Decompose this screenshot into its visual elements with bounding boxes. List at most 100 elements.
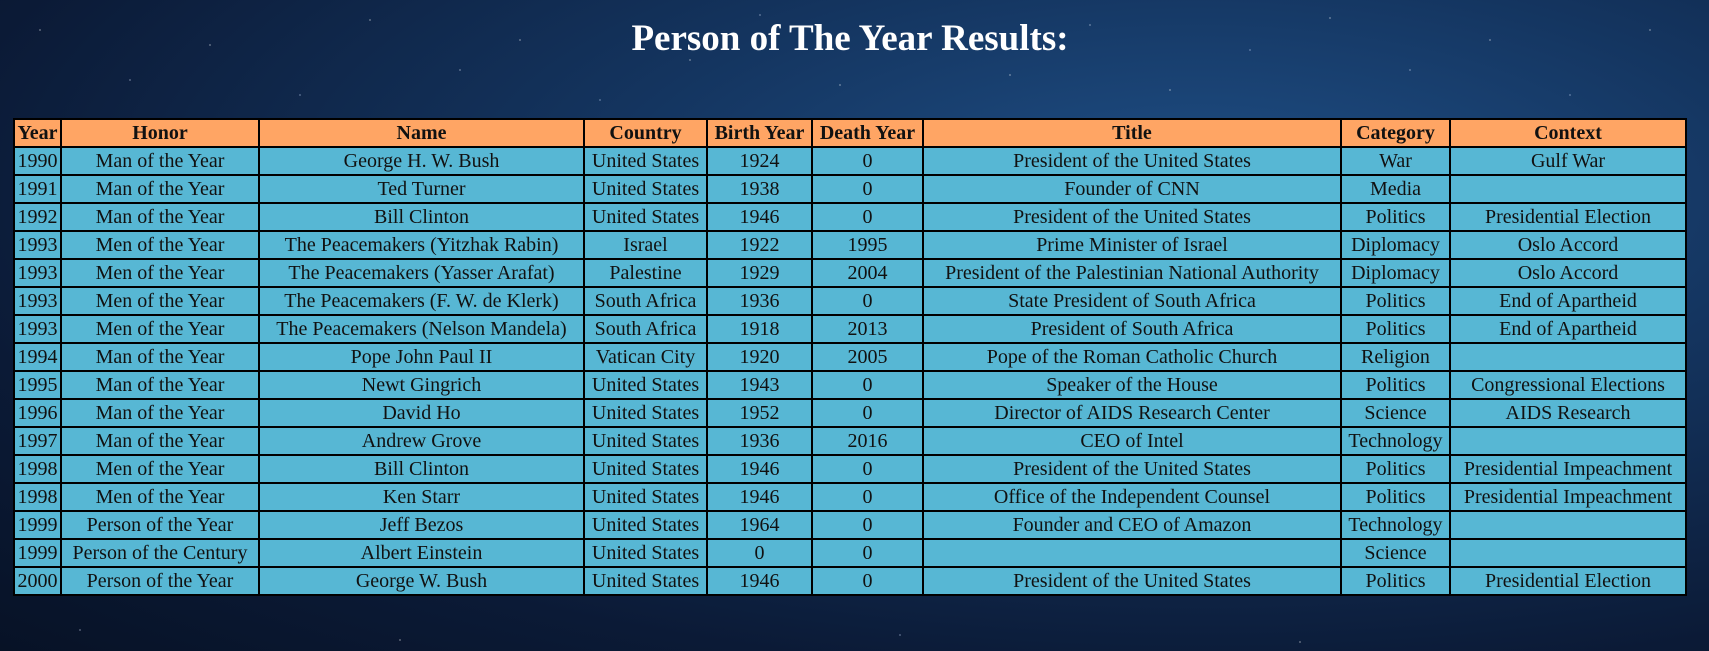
cell-year: 1991 <box>13 174 62 204</box>
cell-country: United States <box>583 454 708 484</box>
cell-year: 1992 <box>13 202 62 232</box>
cell-category: Politics <box>1340 314 1451 344</box>
cell-year: 1990 <box>13 146 62 176</box>
cell-name: The Peacemakers (Yasser Arafat) <box>258 258 585 288</box>
cell-honor: Person of the Century <box>60 538 260 568</box>
cell-title: Founder and CEO of Amazon <box>922 510 1342 540</box>
cell-birth-year: 1946 <box>706 454 813 484</box>
table-row: 1999 Person of the Century Albert Einstein… <box>13 538 1687 568</box>
cell-country: Vatican City <box>583 342 708 372</box>
column-header-country: Country <box>583 118 708 148</box>
cell-honor: Men of the Year <box>60 230 260 260</box>
cell-birth-year: 1938 <box>706 174 813 204</box>
cell-category: Politics <box>1340 566 1451 596</box>
cell-category: Politics <box>1340 202 1451 232</box>
cell-year: 1993 <box>13 286 62 316</box>
cell-honor: Person of the Year <box>60 566 260 596</box>
cell-country: United States <box>583 426 708 456</box>
column-header-category: Category <box>1340 118 1451 148</box>
cell-name: The Peacemakers (Yitzhak Rabin) <box>258 230 585 260</box>
cell-title <box>922 538 1342 568</box>
cell-death-year: 0 <box>811 370 924 400</box>
cell-death-year: 0 <box>811 482 924 512</box>
cell-year: 1999 <box>13 538 62 568</box>
cell-honor: Men of the Year <box>60 286 260 316</box>
cell-honor: Men of the Year <box>60 258 260 288</box>
cell-title: President of the United States <box>922 566 1342 596</box>
cell-name: Bill Clinton <box>258 202 585 232</box>
cell-birth-year: 0 <box>706 538 813 568</box>
cell-birth-year: 1924 <box>706 146 813 176</box>
cell-country: South Africa <box>583 314 708 344</box>
cell-context: Congressional Elections <box>1449 370 1687 400</box>
table-row: 1994 Man of the Year Pope John Paul II Vati… <box>13 342 1687 372</box>
cell-year: 1998 <box>13 482 62 512</box>
cell-death-year: 2016 <box>811 426 924 456</box>
cell-title: State President of South Africa <box>922 286 1342 316</box>
table-row: 2000 Person of the Year George W. Bush Unit… <box>13 566 1687 596</box>
cell-honor: Men of the Year <box>60 454 260 484</box>
cell-year: 1997 <box>13 426 62 456</box>
cell-country: South Africa <box>583 286 708 316</box>
cell-title: President of the Palestinian National Au… <box>922 258 1342 288</box>
cell-death-year: 0 <box>811 398 924 428</box>
cell-birth-year: 1918 <box>706 314 813 344</box>
page-title: Person of The Year Results: <box>631 18 1069 59</box>
cell-title: Office of the Independent Counsel <box>922 482 1342 512</box>
cell-year: 1995 <box>13 370 62 400</box>
cell-context: Gulf War <box>1449 146 1687 176</box>
cell-year: 1993 <box>13 230 62 260</box>
cell-name: Albert Einstein <box>258 538 585 568</box>
cell-context: Presidential Election <box>1449 566 1687 596</box>
table-body: 1990 Man of the Year George H. W. Bush Unit… <box>13 146 1687 596</box>
cell-year: 1998 <box>13 454 62 484</box>
cell-year: 1993 <box>13 314 62 344</box>
table-row: 1993 Men of the Year The Peacemakers (Yass… <box>13 258 1687 288</box>
cell-year: 1996 <box>13 398 62 428</box>
cell-death-year: 0 <box>811 454 924 484</box>
cell-death-year: 0 <box>811 146 924 176</box>
cell-honor: Person of the Year <box>60 510 260 540</box>
cell-title: Director of AIDS Research Center <box>922 398 1342 428</box>
cell-title: Pope of the Roman Catholic Church <box>922 342 1342 372</box>
cell-category: Media <box>1340 174 1451 204</box>
cell-title: President of South Africa <box>922 314 1342 344</box>
cell-country: United States <box>583 146 708 176</box>
cell-name: Andrew Grove <box>258 426 585 456</box>
cell-birth-year: 1952 <box>706 398 813 428</box>
cell-death-year: 0 <box>811 510 924 540</box>
cell-context: Presidential Impeachment <box>1449 482 1687 512</box>
cell-category: Politics <box>1340 286 1451 316</box>
cell-name: George H. W. Bush <box>258 146 585 176</box>
cell-category: War <box>1340 146 1451 176</box>
cell-category: Politics <box>1340 482 1451 512</box>
cell-category: Technology <box>1340 510 1451 540</box>
cell-honor: Man of the Year <box>60 370 260 400</box>
results-table: Year Honor Name Country Birth Year Death Year… <box>13 118 1687 596</box>
cell-honor: Man of the Year <box>60 398 260 428</box>
cell-category: Science <box>1340 538 1451 568</box>
cell-birth-year: 1946 <box>706 482 813 512</box>
cell-title: President of the United States <box>922 454 1342 484</box>
cell-name: The Peacemakers (Nelson Mandela) <box>258 314 585 344</box>
cell-country: United States <box>583 174 708 204</box>
cell-year: 2000 <box>13 566 62 596</box>
cell-country: United States <box>583 398 708 428</box>
cell-context: Oslo Accord <box>1449 258 1687 288</box>
cell-birth-year: 1946 <box>706 566 813 596</box>
cell-honor: Man of the Year <box>60 342 260 372</box>
cell-death-year: 0 <box>811 202 924 232</box>
cell-context: End of Apartheid <box>1449 286 1687 316</box>
table-header: Year Honor Name Country Birth Year Death Year… <box>13 118 1687 148</box>
cell-name: Newt Gingrich <box>258 370 585 400</box>
cell-birth-year: 1936 <box>706 426 813 456</box>
cell-birth-year: 1936 <box>706 286 813 316</box>
cell-country: United States <box>583 510 708 540</box>
cell-category: Politics <box>1340 454 1451 484</box>
cell-name: David Ho <box>258 398 585 428</box>
cell-country: United States <box>583 566 708 596</box>
cell-year: 1994 <box>13 342 62 372</box>
cell-death-year: 0 <box>811 286 924 316</box>
table-row: 1998 Men of the Year Bill Clinton United St… <box>13 454 1687 484</box>
cell-honor: Man of the Year <box>60 174 260 204</box>
